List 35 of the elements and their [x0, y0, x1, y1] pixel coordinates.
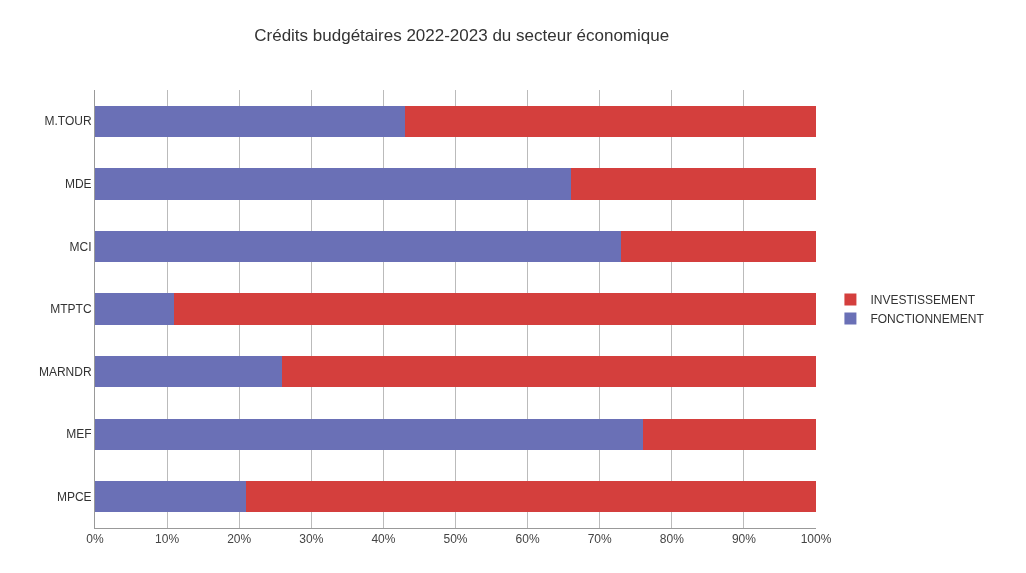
x-tick-label: 100% [800, 532, 832, 547]
bar [174, 293, 816, 325]
y-tick-label: MCI [69, 239, 92, 254]
bar [95, 230, 622, 263]
bar [246, 481, 816, 513]
x-tick-label: 0% [86, 532, 104, 547]
bar [95, 293, 175, 325]
x-tick-label: 80% [659, 532, 685, 547]
x-tick-label: 50% [443, 532, 468, 547]
x-tick-label: 30% [299, 532, 324, 547]
chart-title: Crédits budgétaires 2022-2023 du secteur économique [254, 25, 670, 45]
bar [95, 418, 643, 450]
y-tick-label: M.TOUR [44, 114, 92, 129]
bar [642, 418, 816, 450]
bar [95, 105, 406, 137]
x-tick-label: 60% [515, 532, 540, 547]
bar [95, 168, 571, 200]
bar [621, 230, 816, 263]
x-tick-label: 20% [227, 532, 252, 547]
x-tick-label: 40% [371, 532, 396, 547]
bar [282, 355, 816, 388]
legend-label: FONCTIONNEMENT [870, 312, 985, 327]
y-tick-label: MDE [64, 177, 92, 192]
bar [570, 168, 816, 200]
x-tick-label: 90% [731, 532, 757, 547]
bar [95, 355, 283, 388]
y-tick-label: MEF [66, 427, 92, 442]
bar [95, 481, 247, 513]
y-tick-label: MARNDR [38, 364, 92, 379]
x-tick-label: 10% [155, 532, 180, 547]
y-tick-label: MPCE [56, 489, 92, 504]
legend-label: INVESTISSEMENT [870, 293, 976, 308]
y-tick-label: MTPTC [50, 302, 92, 317]
bar [405, 105, 816, 137]
x-tick-label: 70% [587, 532, 613, 547]
